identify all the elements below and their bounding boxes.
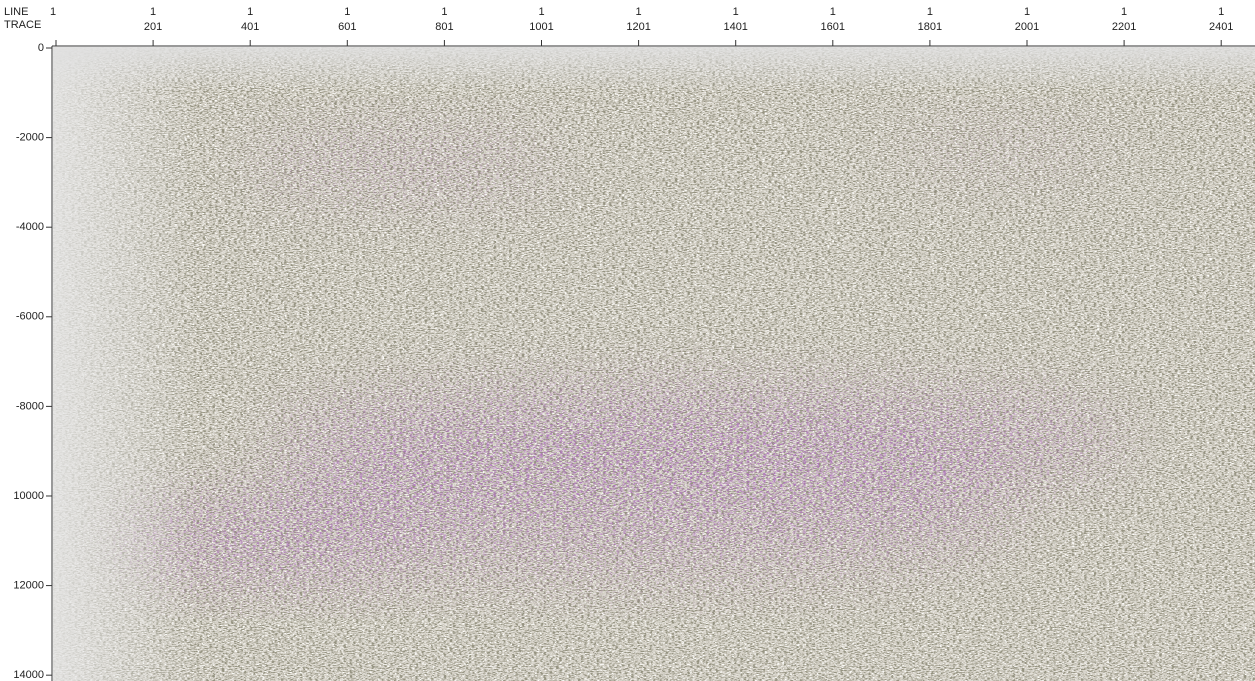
- y-tick-label: 12000: [13, 579, 44, 591]
- line-number: 1: [636, 6, 642, 18]
- y-tick-label: 0: [38, 42, 44, 54]
- x-axis-label: LINE: [4, 6, 28, 18]
- x-tick-label: 201: [144, 21, 162, 33]
- x-axis-label: TRACE: [4, 19, 41, 31]
- x-tick-label: 1401: [723, 21, 747, 33]
- x-tick-label: 1601: [821, 21, 845, 33]
- x-tick-label: 2201: [1112, 21, 1136, 33]
- line-number: 1: [733, 6, 739, 18]
- x-tick-label: 1001: [529, 21, 553, 33]
- line-number: 1: [830, 6, 836, 18]
- line-number: 1: [927, 6, 933, 18]
- x-tick-label: 1801: [918, 21, 942, 33]
- x-tick-label: 401: [241, 21, 259, 33]
- y-tick-label: -2000: [16, 132, 44, 144]
- line-number: 1: [1121, 6, 1127, 18]
- line-number: 1: [247, 6, 253, 18]
- seismic-image: [53, 47, 1255, 681]
- line-number: 1: [1024, 6, 1030, 18]
- y-tick-label: -4000: [16, 221, 44, 233]
- line-number: 1: [1218, 6, 1224, 18]
- line-number: 1: [538, 6, 544, 18]
- line-number: 1: [441, 6, 447, 18]
- y-tick-label: 10000: [13, 490, 44, 502]
- line-number: 1: [344, 6, 350, 18]
- line-number: 1: [50, 6, 56, 18]
- y-tick-label: -6000: [16, 311, 44, 323]
- x-tick-label: 801: [435, 21, 453, 33]
- line-number: 1: [150, 6, 156, 18]
- x-tick-label: 1201: [626, 21, 650, 33]
- x-tick-label: 2401: [1209, 21, 1233, 33]
- x-tick-label: 601: [338, 21, 356, 33]
- y-tick-label: 14000: [13, 669, 44, 681]
- y-tick-label: -8000: [16, 400, 44, 412]
- x-tick-label: 2001: [1015, 21, 1039, 33]
